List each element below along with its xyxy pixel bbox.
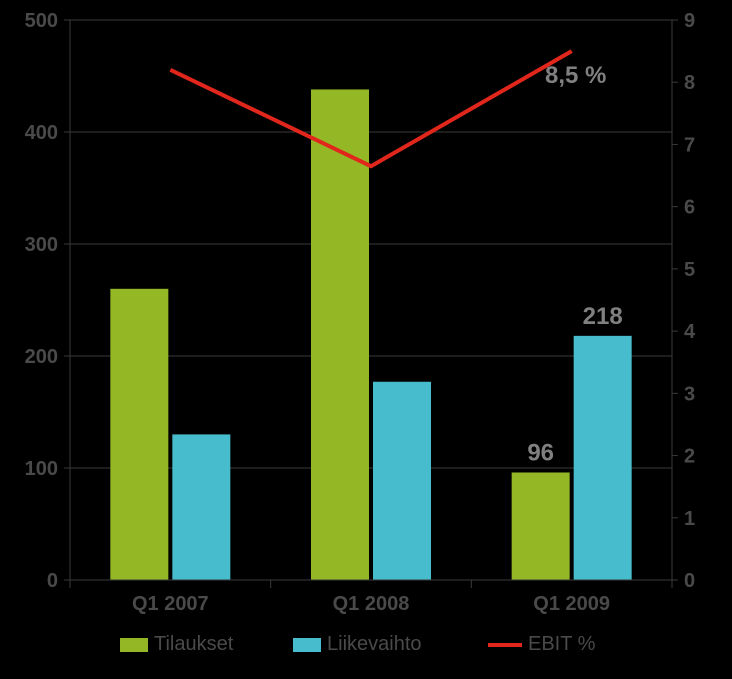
y1-axis-label: 300 — [25, 234, 58, 256]
y2-axis-label: 1 — [684, 508, 695, 530]
bar-liikevaihto — [373, 382, 431, 580]
y1-axis-label: 500 — [25, 10, 58, 32]
data-label: 218 — [583, 303, 623, 330]
y2-axis-label: 2 — [684, 446, 695, 468]
legend-swatch — [120, 638, 148, 652]
y2-axis-label: 5 — [684, 259, 695, 281]
y2-axis-label: 6 — [684, 197, 695, 219]
y1-axis-label: 400 — [25, 122, 58, 144]
x-axis-label: Q1 2007 — [132, 593, 209, 615]
bar-liikevaihto — [172, 434, 230, 580]
legend-label: EBIT % — [528, 633, 596, 655]
y2-axis-label: 3 — [684, 383, 695, 405]
y1-axis-label: 200 — [25, 346, 58, 368]
y2-axis-label: 4 — [684, 321, 696, 343]
legend-label: Tilaukset — [154, 633, 234, 655]
y2-axis-label: 0 — [684, 570, 695, 592]
data-label: 96 — [527, 439, 554, 466]
bar-tilaukset — [110, 289, 168, 580]
chart-svg: Q1 2007 Q1 2008 Q1 2009 0 100 200 300 400 500 0 1 2… — [0, 0, 732, 679]
legend-swatch — [293, 638, 321, 652]
y2-axis-label: 7 — [684, 134, 695, 156]
bar-liikevaihto — [574, 336, 632, 580]
legend-label: Liikevaihto — [327, 633, 422, 655]
line-ebit — [170, 51, 571, 166]
x-axis-label: Q1 2008 — [333, 593, 410, 615]
y2-axis-label: 8 — [684, 72, 695, 94]
y1-axis-label: 100 — [25, 458, 58, 480]
y1-axis-label: 0 — [47, 570, 58, 592]
chart-container: Q1 2007 Q1 2008 Q1 2009 0 100 200 300 400 500 0 1 2… — [0, 0, 732, 679]
y2-axis-label: 9 — [684, 10, 695, 32]
bar-tilaukset — [512, 472, 570, 580]
data-label: 8,5 % — [545, 62, 606, 89]
x-axis-label: Q1 2009 — [533, 593, 610, 615]
